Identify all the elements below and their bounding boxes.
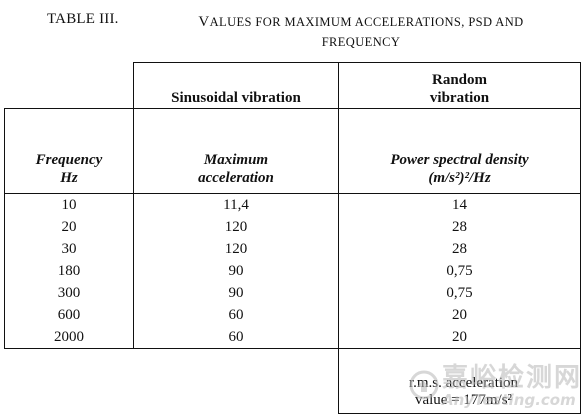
group-header-row: Sinusoidal vibration Random vibration (4, 62, 581, 109)
acceleration-cell: 120 (133, 216, 339, 238)
psd-cell: 20 (338, 304, 581, 326)
table-row: 20 120 28 (4, 216, 581, 238)
psd-header-line-1: Power spectral density (390, 152, 529, 168)
frequency-cell: 20 (4, 216, 134, 238)
table-row: 180 90 0,75 (4, 260, 581, 282)
max-acceleration-header-line-2: acceleration (198, 170, 274, 186)
note-blank-cell (4, 348, 339, 414)
table-title-line-2: frequency (321, 35, 401, 49)
rms-note-line-1: r.m.s. acceleration (408, 375, 519, 391)
acceleration-cell: 11,4 (133, 193, 339, 216)
table-container: Sinusoidal vibration Random vibration Fr… (0, 62, 584, 414)
sinusoidal-vibration-header: Sinusoidal vibration (133, 62, 339, 109)
column-header-row: Frequency Hz Maximum acceleration Power … (4, 108, 581, 194)
note-row: r.m.s. acceleration value = 177m/s² (4, 348, 581, 414)
acceleration-cell: 90 (133, 260, 339, 282)
table-row: 300 90 0,75 (4, 282, 581, 304)
psd-header-line-2: (m/s²)²/Hz (428, 170, 491, 186)
acceleration-cell: 90 (133, 282, 339, 304)
table-row: 30 120 28 (4, 238, 581, 260)
rms-acceleration-note: r.m.s. acceleration value = 177m/s² (338, 348, 581, 414)
psd-header: Power spectral density (m/s²)²/Hz (338, 108, 581, 194)
table-title: Values for maximum accelerations, PSD an… (166, 12, 556, 52)
frequency-cell: 30 (4, 238, 134, 260)
frequency-cell: 180 (4, 260, 134, 282)
frequency-header-line-1: Frequency (35, 152, 103, 168)
table-row: 600 60 20 (4, 304, 581, 326)
frequency-header: Frequency Hz (4, 108, 134, 194)
psd-cell: 0,75 (338, 260, 581, 282)
frequency-cell: 10 (4, 193, 134, 216)
psd-cell: 20 (338, 326, 581, 349)
random-vibration-header-line-2: vibration (429, 90, 490, 106)
acceleration-cell: 120 (133, 238, 339, 260)
frequency-cell: 300 (4, 282, 134, 304)
psd-cell: 28 (338, 238, 581, 260)
table-number: TABLE III. (47, 11, 119, 27)
random-vibration-header-line-1: Random (431, 72, 487, 88)
max-acceleration-header-line-1: Maximum (203, 152, 269, 168)
blank-corner-cell (4, 62, 134, 109)
psd-cell: 0,75 (338, 282, 581, 304)
frequency-header-line-2: Hz (60, 170, 78, 186)
acceleration-cell: 60 (133, 326, 339, 349)
vibration-table: Sinusoidal vibration Random vibration Fr… (4, 62, 581, 414)
psd-cell: 14 (338, 193, 581, 216)
frequency-cell: 2000 (4, 326, 134, 349)
frequency-cell: 600 (4, 304, 134, 326)
table-row: 10 11,4 14 (4, 193, 581, 216)
table-row: 2000 60 20 (4, 326, 581, 349)
max-acceleration-header: Maximum acceleration (133, 108, 339, 194)
rms-note-line-2: value = 177m/s² (414, 392, 513, 408)
psd-cell: 28 (338, 216, 581, 238)
acceleration-cell: 60 (133, 304, 339, 326)
random-vibration-header: Random vibration (338, 62, 581, 109)
table-title-line-1: Values for maximum accelerations, PSD an… (198, 14, 524, 30)
